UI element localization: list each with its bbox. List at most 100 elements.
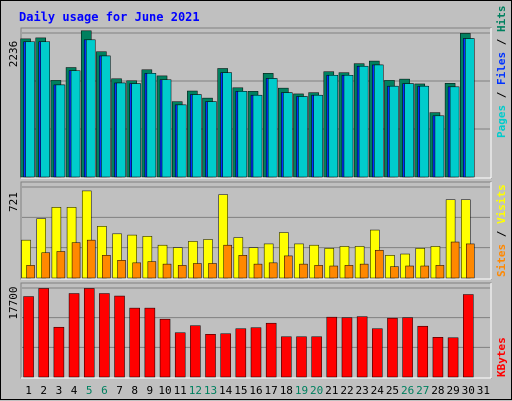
- bar-kbytes-2: [38, 288, 49, 378]
- bar-sites-12: [193, 263, 202, 279]
- bar-sites-10: [162, 263, 172, 279]
- x-tick-label-30: 30: [462, 384, 475, 397]
- bar-kbytes-3: [53, 326, 65, 378]
- bar-visits-5: [81, 190, 92, 279]
- x-tick-label-20: 20: [310, 384, 323, 397]
- bar-pages-29: [449, 86, 460, 178]
- bar-visits-9: [142, 236, 153, 279]
- bar-kbytes-14: [220, 333, 231, 378]
- bar-visits-21: [324, 248, 335, 279]
- bar-kbytes-25: [387, 317, 398, 378]
- legend-bottom: KBytes: [495, 337, 508, 377]
- x-tick-label-24: 24: [371, 384, 385, 397]
- legend-bottom-part-0: KBytes: [495, 337, 508, 377]
- bar-pages-26: [404, 83, 414, 178]
- bar-pages-27: [419, 85, 430, 178]
- bar-pages-28: [434, 115, 445, 178]
- bar-pages-17: [267, 78, 278, 178]
- bar-pages-24: [374, 64, 384, 178]
- x-tick-label-7: 7: [116, 384, 123, 397]
- bar-sites-22: [344, 265, 354, 279]
- bar-pages-5: [85, 39, 96, 178]
- bar-pages-6: [101, 55, 111, 178]
- bar-kbytes-20: [311, 336, 322, 378]
- bar-sites-11: [177, 265, 187, 279]
- x-tick-label-14: 14: [219, 384, 233, 397]
- bar-sites-28: [435, 265, 445, 279]
- bar-sites-20: [314, 265, 323, 279]
- bar-sites-21: [329, 265, 339, 279]
- x-tick-label-19: 19: [295, 384, 308, 397]
- legend-middle-part-0: Sites: [495, 244, 508, 277]
- bar-kbytes-6: [99, 293, 110, 378]
- x-tick-label-12: 12: [189, 384, 202, 397]
- bar-pages-3: [55, 84, 66, 178]
- x-tick-label-27: 27: [416, 384, 429, 397]
- legend-middle: Sites / Visits: [495, 184, 508, 277]
- bar-visits-7: [112, 233, 122, 279]
- x-tick-label-6: 6: [101, 384, 108, 397]
- bar-visits-10: [157, 244, 168, 279]
- bar-pages-11: [176, 104, 187, 178]
- x-tick-label-3: 3: [56, 384, 63, 397]
- bar-visits-28: [430, 246, 441, 279]
- x-tick-label-2: 2: [40, 384, 47, 397]
- x-tick-label-21: 21: [325, 384, 338, 397]
- bar-visits-13: [203, 239, 213, 279]
- x-tick-label-16: 16: [249, 384, 262, 397]
- ymax-label-bottom: 17700: [7, 286, 20, 319]
- x-tick-label-26: 26: [401, 384, 414, 397]
- x-tick-label-15: 15: [234, 384, 247, 397]
- bar-kbytes-27: [417, 325, 429, 378]
- bar-kbytes-23: [356, 316, 368, 378]
- bar-kbytes-9: [144, 307, 156, 378]
- bar-sites-9: [147, 261, 157, 279]
- bar-sites-23: [359, 263, 369, 279]
- bar-pages-7: [116, 82, 126, 178]
- x-tick-label-31: 31: [477, 384, 490, 397]
- bar-pages-1: [25, 41, 35, 178]
- x-tick-label-1: 1: [25, 384, 32, 397]
- bar-visits-18: [279, 232, 289, 279]
- bar-kbytes-22: [341, 317, 353, 378]
- x-tick-label-29: 29: [446, 384, 459, 397]
- bar-visits-2: [36, 218, 46, 279]
- x-tick-label-11: 11: [174, 384, 187, 397]
- bar-kbytes-12: [190, 325, 201, 378]
- bar-sites-15: [238, 255, 248, 279]
- x-tick-label-13: 13: [204, 384, 217, 397]
- bar-visits-30: [461, 199, 471, 279]
- bar-visits-12: [188, 241, 198, 279]
- bar-sites-27: [420, 265, 430, 279]
- bar-pages-14: [222, 72, 232, 178]
- bar-kbytes-8: [129, 307, 140, 378]
- bar-pages-25: [389, 85, 399, 178]
- x-tick-label-22: 22: [340, 384, 353, 397]
- bar-sites-17: [268, 262, 278, 279]
- bar-sites-19: [299, 263, 308, 279]
- bar-pages-2: [40, 41, 50, 178]
- bar-visits-29: [445, 199, 456, 279]
- x-tick-label-18: 18: [280, 384, 293, 397]
- bar-kbytes-24: [372, 328, 383, 378]
- ymax-label-top: 2236: [7, 41, 20, 68]
- bar-visits-14: [218, 194, 228, 279]
- bar-kbytes-15: [235, 328, 247, 378]
- bar-pages-13: [207, 101, 217, 178]
- bar-pages-15: [237, 91, 248, 178]
- bar-pages-12: [192, 94, 202, 178]
- bar-sites-18: [284, 255, 293, 279]
- bar-pages-9: [146, 73, 157, 178]
- legend-top-part-2: Files: [495, 52, 508, 85]
- bar-visits-20: [309, 244, 319, 279]
- bar-pages-16: [252, 94, 263, 178]
- bar-kbytes-17: [265, 322, 277, 378]
- bar-sites-1: [26, 265, 35, 279]
- bar-pages-23: [358, 65, 369, 178]
- bar-visits-17: [263, 243, 274, 279]
- legend-top: Pages / Files / Hits: [495, 6, 508, 139]
- bar-visits-22: [339, 246, 350, 279]
- bar-kbytes-11: [174, 332, 186, 378]
- bar-visits-8: [127, 234, 137, 279]
